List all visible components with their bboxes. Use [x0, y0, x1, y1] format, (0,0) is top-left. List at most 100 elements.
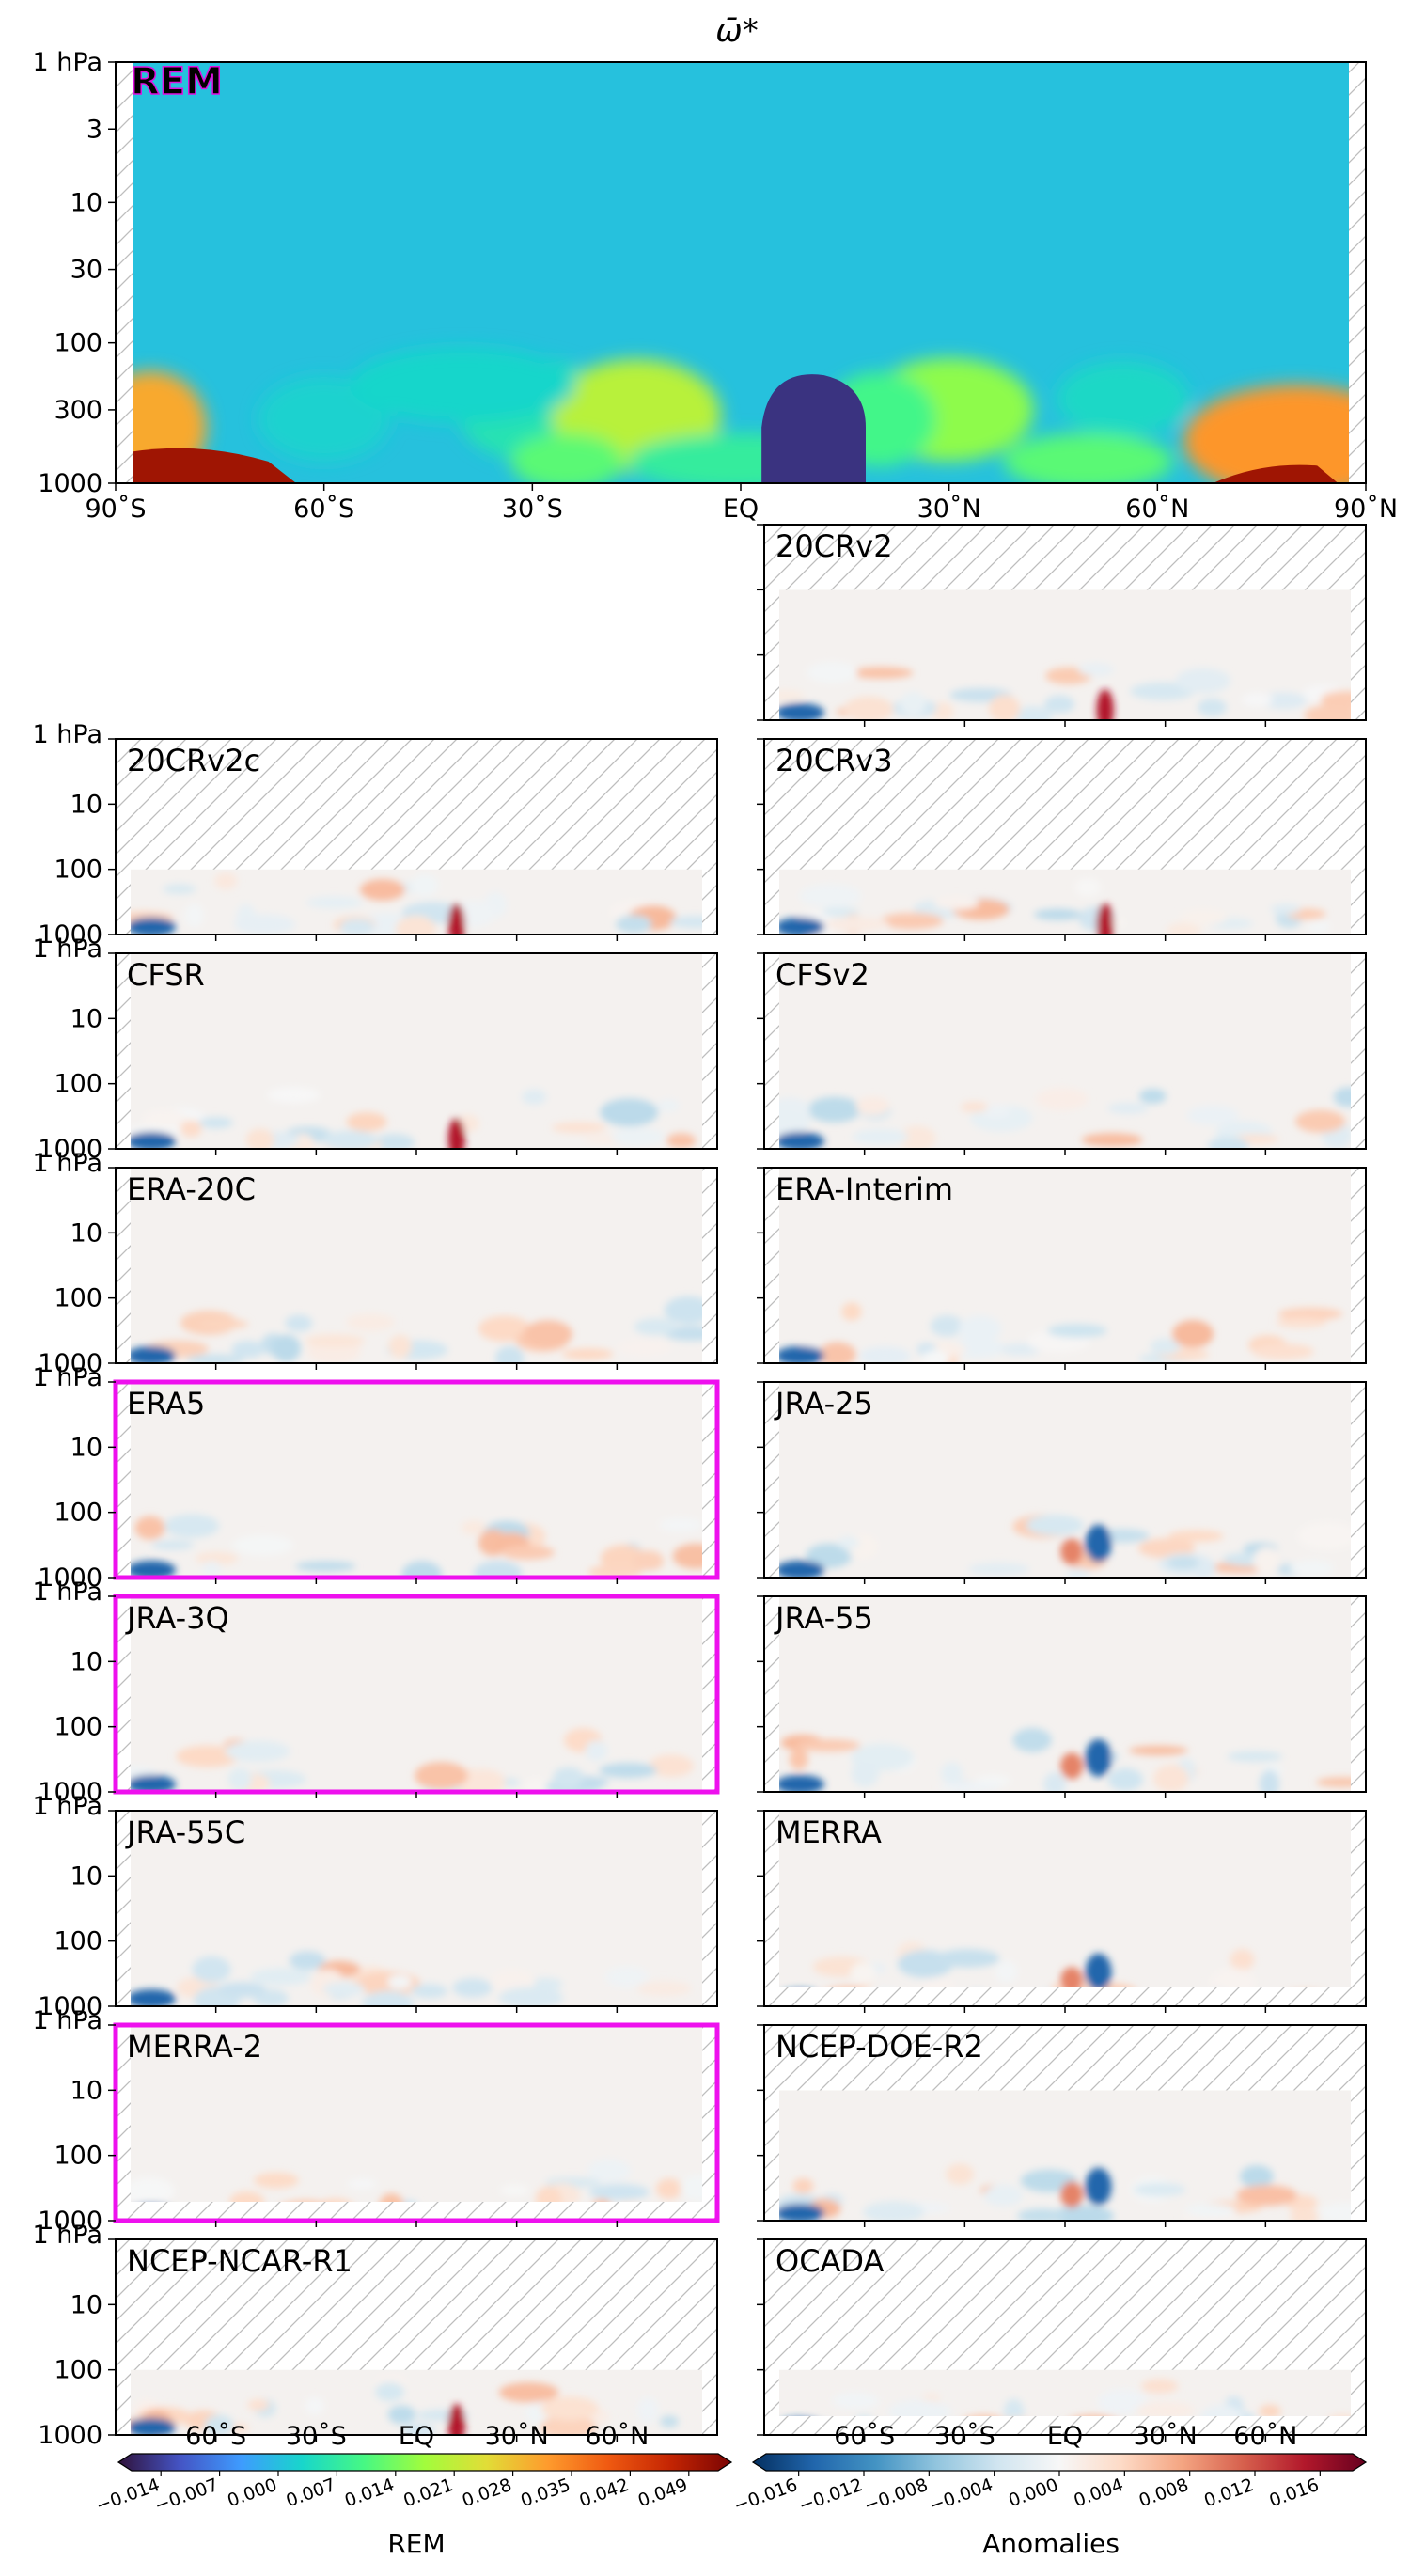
panel-20crv3: 20CRv3: [757, 738, 1367, 941]
y-tick-label: 10: [70, 1004, 102, 1033]
anomaly-feature-sp: [779, 1346, 824, 1363]
figure-title: ω̄*: [715, 12, 758, 50]
lat-tick-label: 30˚S: [934, 2422, 995, 2451]
panel-label: 20CRv2: [776, 528, 893, 564]
lat-tick-label: 60˚S: [185, 2422, 246, 2451]
anomaly-feature-sp: [131, 1775, 176, 1792]
anomaly-feature-eq: [1085, 1524, 1112, 1563]
anomaly-feature-sp: [779, 1775, 824, 1792]
colorbar-tick-label: 0.042: [576, 2474, 632, 2511]
anomaly-feature-eq: [447, 2404, 465, 2436]
panel-label: JRA-3Q: [125, 1600, 229, 1636]
y-tick-label: 1000: [38, 2207, 102, 2236]
anomaly-feature-eq: [1096, 689, 1114, 720]
panel-label: JRA-55: [774, 1600, 873, 1636]
lat-tick-label: 30˚S: [286, 2422, 347, 2451]
rem-x-tick-label: EQ: [723, 495, 759, 524]
lat-tick-label: 60˚N: [585, 2422, 649, 2451]
y-tick-label: 1 hPa: [33, 720, 103, 749]
panel-label: MERRA-2: [127, 2029, 262, 2065]
panel-20crv2c: 20CRv2c 1 hPa 10 100 1000: [33, 720, 718, 950]
panel-label: CFSv2: [776, 957, 870, 993]
rem-feature-sp: [133, 448, 297, 483]
colorbar-anomalies-ticks: −0.016−0.012−0.008−0.004 0.000 0.004 0.008 0…: [731, 2471, 1322, 2517]
lat-tick-label: 30˚N: [1134, 2422, 1198, 2451]
rem-y-tick-label: 1000: [38, 469, 102, 498]
y-tick-label: 1 hPa: [33, 1792, 103, 1821]
panel-label: CFSR: [127, 957, 205, 993]
rem-x-tick-label: 60˚N: [1125, 495, 1189, 524]
y-tick-label: 1000: [38, 2421, 102, 2450]
panel-label: MERRA: [776, 1814, 882, 1850]
anomaly-field: [779, 2369, 1351, 2417]
anomaly-field: [131, 1596, 702, 1792]
anomaly-field: [779, 953, 1351, 1149]
rem-x-tick-label: 90˚S: [86, 495, 147, 524]
y-tick-label: 10: [70, 1218, 102, 1248]
rem-y-tick-label: 30: [70, 256, 102, 285]
y-tick-label: 1 hPa: [33, 2221, 103, 2250]
lat-tick-label: EQ: [399, 2422, 434, 2451]
panel-cfsv2: CFSv2: [757, 952, 1367, 1155]
anomaly-field: [779, 2090, 1351, 2221]
panel-era5: ERA5 1 hPa 10 100 1000: [33, 1363, 720, 1593]
rem-feature-eq: [761, 374, 866, 483]
rem-y-tick-label: 100: [54, 329, 102, 358]
anomaly-field: [131, 2025, 702, 2202]
lat-tick-label: EQ: [1047, 2422, 1083, 2451]
panel-label: ERA-20C: [127, 1171, 256, 1207]
y-tick-label: 1000: [38, 920, 102, 950]
colorbar-tick-label: −0.004: [927, 2474, 996, 2517]
colorbar-rem-lat-ticks: 60˚S 30˚S EQ 30˚N 60˚N: [185, 2422, 649, 2451]
colorbar-tick-label: 0.000: [225, 2474, 280, 2511]
rem-field: [133, 62, 1349, 483]
anomaly-field: [131, 2369, 702, 2436]
y-tick-label: 1 hPa: [33, 1578, 103, 1607]
rem-x-tick-label: 30˚S: [502, 495, 563, 524]
y-tick-label: 1000: [38, 1563, 102, 1593]
rem-y-tick-label: 300: [54, 396, 102, 425]
colorbar-rem-bar: [117, 2453, 733, 2472]
colorbar-anomalies-lat-ticks: 60˚S 30˚S EQ 30˚N 60˚N: [834, 2422, 1297, 2451]
colorbar-anomalies-bar: [751, 2453, 1368, 2472]
anomaly-feature-sp: [779, 1132, 824, 1149]
anomaly-field: [131, 1168, 702, 1363]
anomaly-field: [779, 1596, 1351, 1792]
colorbar-anomalies-label: Anomalies: [982, 2528, 1120, 2559]
colorbar-tick-label: −0.012: [796, 2474, 866, 2517]
colorbar-tick-label: 0.012: [1201, 2474, 1257, 2511]
anomaly-field: [779, 589, 1351, 720]
panel-label: 20CRv3: [776, 743, 893, 778]
anomaly-feature-sp: [131, 1989, 176, 2006]
anomaly-feature-eq: [1085, 2167, 1112, 2206]
anomaly-feature-sp: [131, 1132, 176, 1149]
anomaly-feature-eq: [447, 903, 465, 935]
anomaly-field: [779, 869, 1351, 935]
y-tick-label: 100: [54, 856, 102, 885]
anomaly-field: [131, 1811, 702, 2006]
panel-ncep-ncar-r1: NCEP-NCAR-R1 1 hPa 10 100 1000: [33, 2221, 718, 2450]
colorbar-tick-label: 0.016: [1266, 2474, 1322, 2511]
panel-ncep-doe-r2: NCEP-DOE-R2: [757, 2024, 1367, 2227]
y-tick-label: 1000: [38, 1349, 102, 1378]
colorbar-tick-label: −0.007: [152, 2474, 222, 2517]
y-tick-label: 10: [70, 1433, 102, 1462]
panel-label: ERA-Interim: [776, 1171, 953, 1207]
y-tick-label: 10: [70, 2076, 102, 2105]
lat-tick-label: 30˚N: [485, 2422, 549, 2451]
colorbar-rem-label: REM: [387, 2528, 445, 2559]
colorbar-tick-label: 0.049: [635, 2474, 691, 2511]
rem-y-tick-label: 1 hPa: [33, 48, 103, 77]
panel-era-interim: ERA-Interim: [757, 1167, 1367, 1370]
colorbar-tick-label: −0.008: [861, 2474, 931, 2517]
anomaly-feature-sp: [779, 703, 824, 720]
panel-merra-2: MERRA-2 1 hPa 10 100 1000: [33, 2006, 720, 2236]
colorbar-tick-label: 0.004: [1071, 2474, 1126, 2511]
colorbar-tick-label: 0.035: [518, 2474, 573, 2511]
panel-cfsr: CFSR 1 hPa 10 100 1000: [33, 935, 718, 1164]
y-tick-label: 10: [70, 1861, 102, 1891]
y-tick-label: 1 hPa: [33, 1363, 103, 1392]
rem-x-tick-label: 90˚N: [1334, 495, 1398, 524]
